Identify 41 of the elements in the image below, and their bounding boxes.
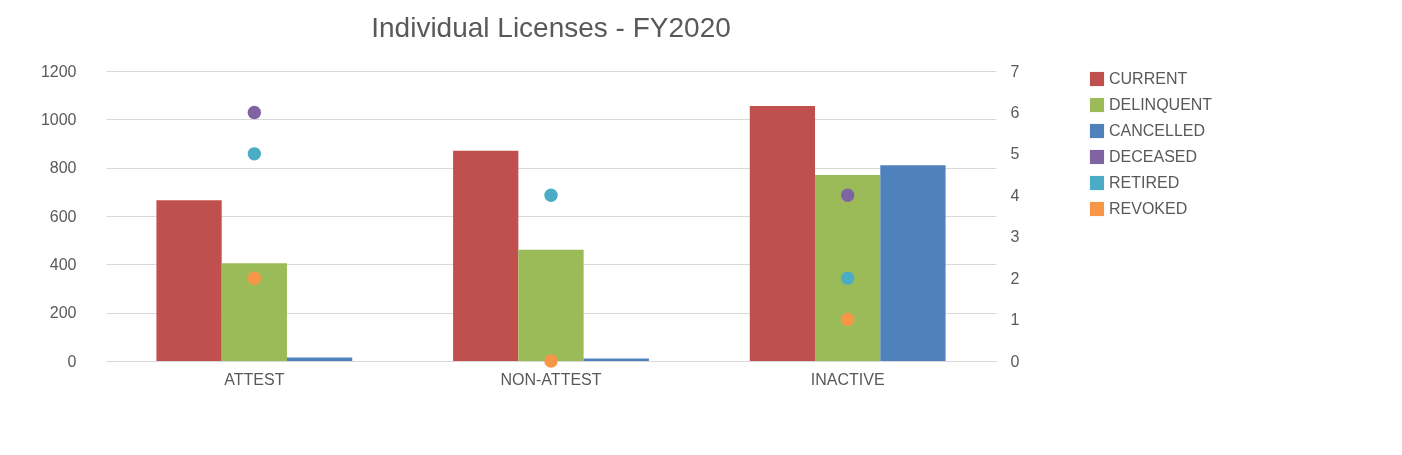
y-tick-label: 600 [49, 207, 77, 225]
point [840, 188, 855, 202]
legend-label: RETIRED [1109, 174, 1180, 191]
y2-tick-label: 7 [1010, 62, 1020, 80]
y-tick-label: 0 [67, 352, 77, 370]
y2-tick-label: 0 [1010, 352, 1020, 370]
chart-title: Individual Licenses - FY2020 [371, 12, 731, 43]
bar [156, 200, 222, 361]
y-tick-label: 800 [49, 159, 77, 177]
y2-tick-label: 3 [1010, 228, 1020, 246]
legend-label: REVOKED [1109, 200, 1188, 217]
legend-label: CURRENT [1109, 70, 1188, 87]
bar [749, 106, 816, 361]
point [544, 188, 558, 202]
bar [815, 174, 881, 361]
x-tick-label: NON-ATTEST [500, 370, 602, 388]
bar [880, 165, 946, 361]
bar [518, 249, 584, 361]
point [840, 312, 855, 327]
legend-label: DECEASED [1109, 148, 1198, 165]
y-tick-label: 400 [49, 255, 77, 273]
y-tick-label: 1200 [40, 62, 77, 80]
legend-label: DELINQUENT [1109, 96, 1213, 113]
bar [221, 263, 287, 361]
bar [286, 357, 353, 361]
y-tick-label: 200 [49, 304, 77, 322]
point [840, 271, 855, 285]
x-tick-label: INACTIVE [810, 370, 885, 388]
point [247, 147, 262, 161]
point [247, 105, 262, 120]
y2-tick-label: 1 [1010, 311, 1020, 329]
y2-tick-label: 2 [1010, 269, 1020, 287]
point [544, 354, 558, 368]
x-tick-label: ATTEST [224, 370, 285, 388]
y2-tick-label: 4 [1010, 186, 1020, 204]
point [247, 271, 262, 285]
bar [453, 150, 519, 361]
y2-tick-label: 6 [1010, 103, 1020, 121]
legend-label: CANCELLED [1109, 122, 1206, 139]
y2-tick-label: 5 [1010, 145, 1020, 163]
y-tick-label: 1000 [40, 110, 77, 128]
